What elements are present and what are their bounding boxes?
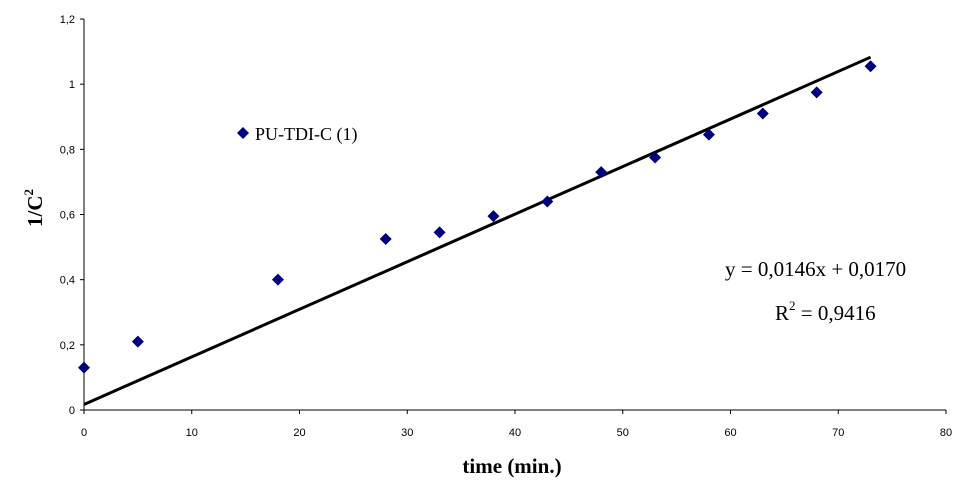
- x-tick-label: 70: [832, 427, 844, 439]
- y-tick-label: 1: [69, 79, 75, 91]
- x-axis-title: time (min.): [462, 454, 561, 478]
- y-tick-label: 0: [69, 405, 75, 417]
- trendline-annotation: y = 0,0146x + 0,0170 R2 = 0,9416: [725, 257, 906, 325]
- r-squared-main: R: [775, 301, 789, 325]
- x-tick-label: 30: [401, 427, 413, 439]
- data-points: [78, 60, 877, 374]
- data-point-diamond: [595, 166, 608, 179]
- data-point-diamond: [78, 361, 90, 374]
- y-axis-ticks: 0 0,2 0,4 0,6 0,8 1 1,2: [60, 14, 84, 417]
- data-point-diamond: [487, 210, 500, 223]
- y-axis-title: 1/C2: [21, 189, 47, 227]
- legend: PU-TDI-C (1): [237, 124, 357, 145]
- data-point-diamond: [756, 107, 769, 120]
- y-tick-label: 0,8: [60, 144, 75, 156]
- x-axis-ticks: 0 10 20 30 40 50 60 70 80: [81, 410, 952, 439]
- data-point-diamond: [702, 128, 715, 141]
- x-tick-label: 20: [293, 427, 305, 439]
- data-point-diamond: [649, 151, 662, 164]
- data-point-diamond: [541, 195, 554, 208]
- trendline: [83, 55, 872, 406]
- legend-marker-diamond: [237, 127, 249, 139]
- x-tick-label: 50: [617, 427, 629, 439]
- r-squared-value: = 0,9416: [796, 301, 876, 325]
- r-squared-sup: 2: [789, 298, 796, 313]
- y-tick-label: 1,2: [60, 14, 75, 26]
- data-point-diamond: [433, 226, 446, 239]
- trendline-equation: y = 0,0146x + 0,0170: [725, 257, 906, 281]
- y-tick-label: 0,4: [60, 275, 75, 287]
- y-tick-label: 0,2: [60, 340, 75, 352]
- x-tick-label: 0: [81, 427, 87, 439]
- data-point-diamond: [271, 273, 284, 286]
- y-axis-title-sup: 2: [21, 189, 36, 196]
- data-point-diamond: [379, 232, 392, 245]
- x-tick-label: 80: [940, 427, 952, 439]
- data-point-diamond: [131, 335, 144, 348]
- data-point-diamond: [864, 60, 877, 73]
- x-tick-label: 40: [509, 427, 521, 439]
- x-tick-label: 60: [724, 427, 736, 439]
- legend-label: PU-TDI-C (1): [255, 124, 357, 145]
- data-point-diamond: [810, 86, 823, 99]
- x-tick-label: 10: [186, 427, 198, 439]
- y-axis-title-main: 1/C: [23, 196, 47, 228]
- y-tick-label: 0,6: [60, 210, 75, 222]
- r-squared: R2 = 0,9416: [775, 298, 876, 325]
